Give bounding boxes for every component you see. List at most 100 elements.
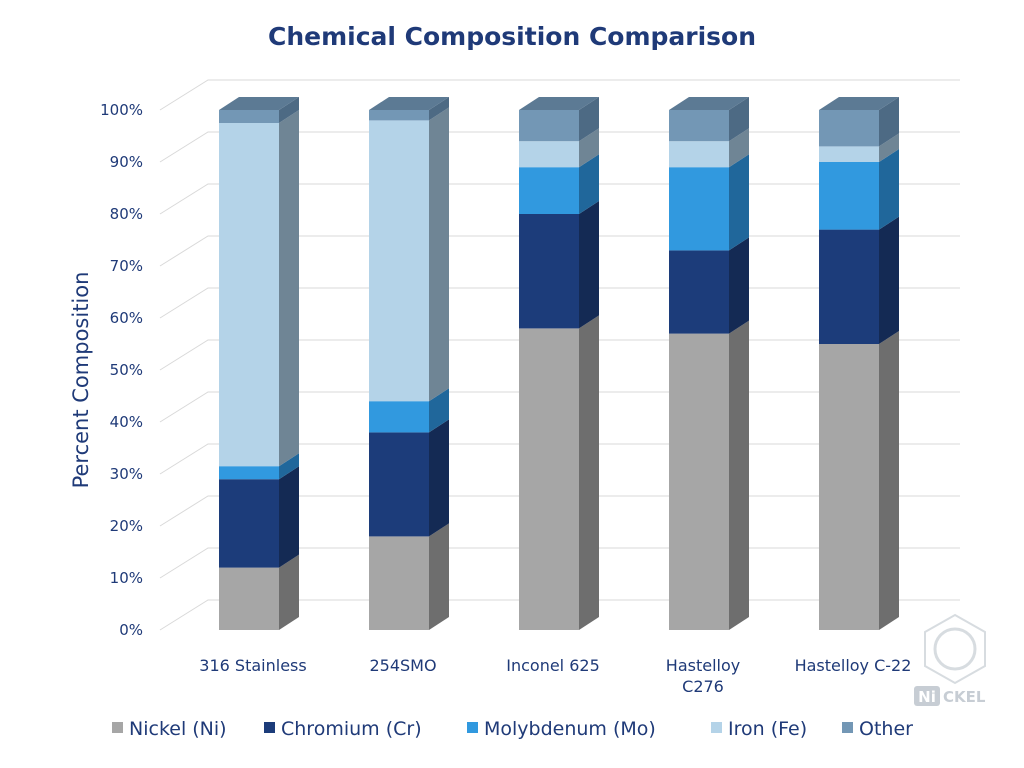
bar-segment-side	[429, 523, 449, 630]
category-label: C276	[682, 677, 724, 696]
bar-segment-side	[429, 388, 449, 433]
legend-item: Other	[842, 718, 913, 740]
bar-segment	[219, 123, 279, 467]
legend-swatch	[842, 722, 853, 733]
legend-item: Chromium (Cr)	[264, 718, 422, 740]
bar-segment-side	[429, 107, 449, 402]
bar-segment-side	[579, 315, 599, 630]
category-label: 316 Stainless	[199, 656, 306, 675]
bar-stack	[219, 97, 299, 630]
legend-item: Iron (Fe)	[711, 718, 807, 740]
y-axis-label: Percent Composition	[69, 272, 93, 489]
bar-stack	[669, 97, 749, 630]
legend-item: Nickel (Ni)	[112, 718, 227, 740]
y-tick-label: 70%	[110, 257, 143, 275]
category-label: 254SMO	[369, 656, 436, 675]
bars	[219, 97, 899, 630]
bar-segment-side	[429, 97, 449, 121]
bar-segment-side	[279, 97, 299, 123]
bar-segment-side	[879, 331, 899, 630]
bar-segment	[819, 110, 879, 147]
bar-segment	[369, 120, 429, 402]
chart-title: Chemical Composition Comparison	[267, 22, 757, 51]
category-label: Hastelloy	[666, 656, 740, 675]
bar-segment-side	[729, 154, 749, 251]
bar-segment	[669, 250, 729, 334]
bar-top	[369, 97, 449, 110]
y-tick-label: 100%	[100, 101, 143, 119]
bar-segment-side	[579, 201, 599, 329]
logo-text-left: Ni	[918, 688, 936, 706]
legend: Nickel (Ni) Chromium (Cr) Molybdenum (Mo) I…	[112, 718, 913, 740]
bar-segment-side	[879, 216, 899, 344]
bar-segment	[519, 328, 579, 630]
bar-segment	[669, 167, 729, 251]
bar-segment	[369, 401, 429, 433]
bar-segment	[219, 567, 279, 630]
bar-segment-side	[879, 97, 899, 147]
legend-label: Other	[859, 718, 913, 740]
bar-stack	[369, 97, 449, 630]
category-labels: 316 Stainless 254SMO Inconel 625 Hastelloy C…	[199, 656, 911, 696]
legend-label: Molybdenum (Mo)	[484, 718, 656, 740]
bar-segment	[369, 110, 429, 121]
bar-stack	[519, 97, 599, 630]
bar-segment-side	[279, 466, 299, 568]
y-tick-label: 50%	[110, 361, 143, 379]
bar-segment	[519, 141, 579, 168]
bar-segment-side	[879, 133, 899, 162]
bar-segment-side	[279, 554, 299, 630]
bar-top	[219, 97, 299, 110]
legend-swatch	[112, 722, 123, 733]
logo-ring	[933, 627, 977, 671]
y-tick-label: 30%	[110, 465, 143, 483]
bar-segment	[669, 333, 729, 630]
logo-text-right: CKEL	[943, 688, 986, 706]
y-tick-label: 80%	[110, 205, 143, 223]
y-tick-label: 60%	[110, 309, 143, 327]
bar-segment-side	[579, 97, 599, 142]
bar-segment	[669, 110, 729, 142]
y-tick-label: 40%	[110, 413, 143, 431]
bar-segment	[219, 466, 279, 480]
bar-segment	[669, 141, 729, 168]
legend-label: Chromium (Cr)	[281, 718, 422, 740]
hexagon-logo-shape	[924, 613, 986, 685]
bar-segment-side	[729, 237, 749, 334]
bar-segment	[369, 536, 429, 630]
bar-segment	[819, 344, 879, 630]
nickel-systems-logo: Ni CKEL	[914, 613, 986, 706]
gridline	[159, 79, 960, 111]
bar-segment	[369, 432, 429, 537]
bar-segment-side	[879, 149, 899, 230]
legend-label: Nickel (Ni)	[129, 718, 227, 740]
bar-top	[819, 97, 899, 110]
bar-segment-side	[579, 154, 599, 214]
legend-swatch	[711, 722, 722, 733]
legend-swatch	[264, 722, 275, 733]
bar-segment	[519, 214, 579, 329]
bar-segment-side	[279, 110, 299, 467]
bar-segment	[819, 146, 879, 162]
bar-segment-side	[279, 453, 299, 480]
y-tick-label: 20%	[110, 517, 143, 535]
legend-item: Molybdenum (Mo)	[467, 718, 656, 740]
y-tick-label: 90%	[110, 153, 143, 171]
bar-segment	[519, 110, 579, 142]
category-label: Hastelloy C-22	[795, 656, 912, 675]
bar-segment-side	[429, 419, 449, 537]
bar-segment-side	[729, 97, 749, 142]
bar-top	[519, 97, 599, 110]
legend-label: Iron (Fe)	[728, 718, 807, 740]
category-label: Inconel 625	[506, 656, 600, 675]
bar-segment	[519, 167, 579, 214]
bar-segment-side	[729, 320, 749, 630]
bar-segment	[819, 229, 879, 344]
bar-segment	[219, 110, 279, 123]
bar-top	[669, 97, 749, 110]
legend-swatch	[467, 722, 478, 733]
y-tick-label: 0%	[119, 621, 143, 639]
y-tick-label: 10%	[110, 569, 143, 587]
y-tick-labels: 0% 10% 20% 30% 40% 50% 60% 70% 80% 90% 100%	[100, 101, 143, 639]
bar-segment	[819, 162, 879, 230]
